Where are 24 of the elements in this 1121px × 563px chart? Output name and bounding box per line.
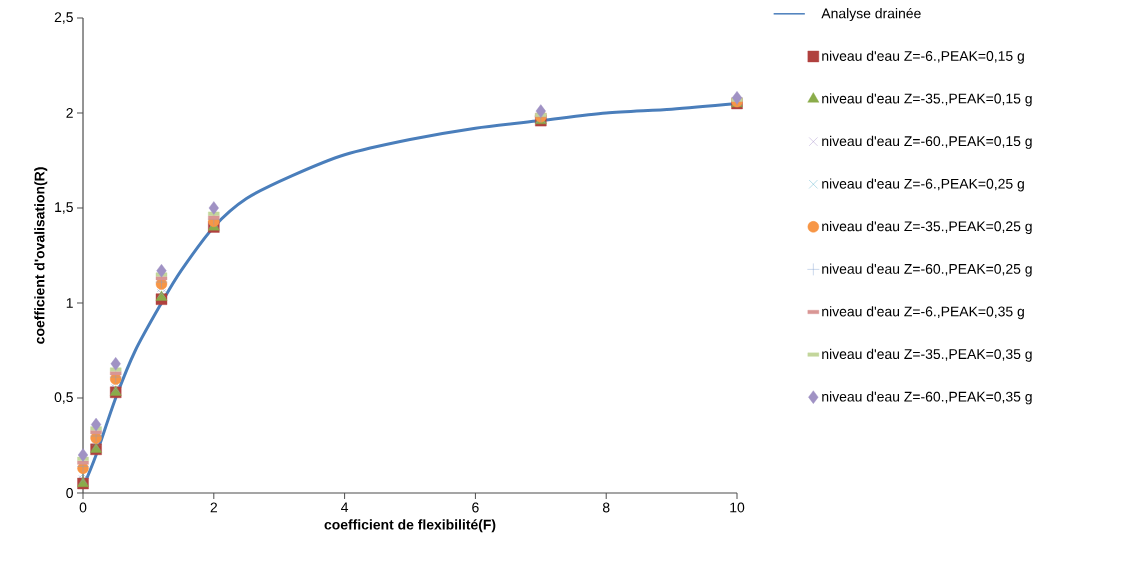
x-tick-label: 0 (79, 502, 87, 513)
x-tick-label: 10 (730, 502, 745, 513)
y-tick-label: 2 (66, 108, 73, 118)
legend-label: niveau d'eau Z=-35.,PEAK=0,35 g (822, 348, 1032, 362)
legend-label: niveau d'eau Z=-60.,PEAK=0,25 g (822, 263, 1032, 277)
legend-label: niveau d'eau Z=-35.,PEAK=0,15 g (822, 93, 1032, 107)
y-tick-label: 0,5 (54, 392, 73, 404)
x-tick-label: 4 (341, 502, 349, 513)
y-axis-title: coefficient d'ovalisation(R) (34, 167, 48, 344)
legend-label: Analyse drainée (821, 7, 921, 22)
legend-label: niveau d'eau Z=-6.,PEAK=0,15 g (822, 50, 1024, 64)
legend-label: niveau d'eau Z=-6.,PEAK=0,35 g (822, 306, 1024, 320)
x-tick-label: 6 (472, 502, 479, 513)
y-tick-label: 1,5 (55, 202, 73, 214)
x-tick-label: 2 (210, 502, 217, 513)
x-tick-label: 8 (602, 502, 610, 513)
legend-label: niveau d'eau Z=-60.,PEAK=0,15 g (822, 135, 1032, 149)
y-tick-label: 0 (66, 488, 73, 498)
legend-label: niveau d'eau Z=-35.,PEAK=0,25 g (822, 221, 1032, 235)
y-tick-label: 1 (66, 298, 73, 308)
y-tick-label: 2,5 (54, 12, 73, 24)
legend-label: niveau d'eau Z=-6.,PEAK=0,25 g (822, 178, 1024, 192)
legend-label: niveau d'eau Z=-60.,PEAK=0,35 g (822, 391, 1032, 405)
x-axis-title: coefficient de flexibilité(F) (324, 519, 496, 533)
